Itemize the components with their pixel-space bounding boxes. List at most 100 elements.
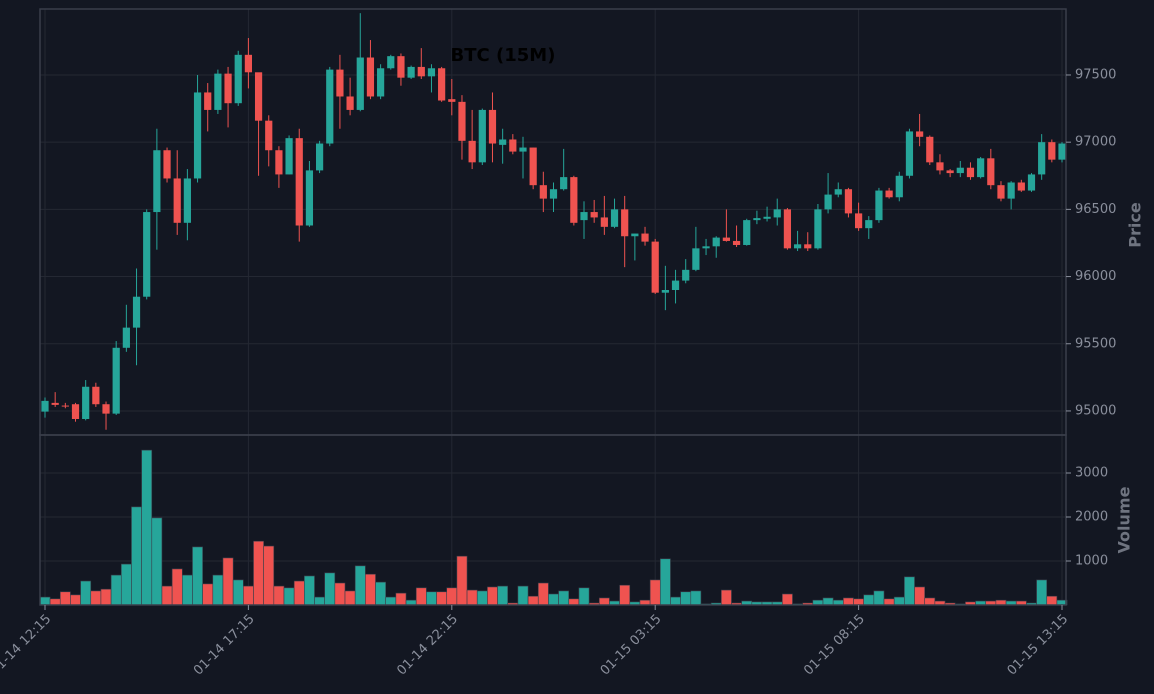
candle-body [51, 402, 59, 405]
candle-body [580, 212, 588, 221]
candle-body [427, 68, 436, 77]
volume-bar [283, 587, 295, 606]
volume-bar [49, 598, 61, 606]
candle-body [244, 54, 252, 73]
volume-bar [649, 579, 661, 606]
candle-body [326, 69, 334, 144]
volume-bar [59, 591, 71, 606]
candle-body [865, 220, 873, 229]
volume-bar [100, 588, 112, 606]
volume-bar [314, 596, 325, 606]
y-tick-label: 95500 [1075, 336, 1116, 351]
candle-body [783, 209, 792, 249]
candle-body [905, 131, 914, 176]
volume-tick-label: 1000 [1075, 554, 1108, 569]
candle-body [916, 131, 924, 137]
candle-body [946, 170, 954, 174]
volume-bar [924, 597, 936, 606]
volume-bar [192, 546, 203, 606]
candle-body [722, 237, 730, 241]
candle-body [997, 185, 1005, 199]
volume-bar [395, 592, 407, 606]
candle-body [773, 209, 781, 218]
volume-axis-label: Volume [1115, 486, 1134, 553]
candle-body [519, 147, 527, 152]
volume-bar [873, 590, 885, 606]
volume-bar [354, 565, 366, 606]
candle-body [102, 404, 110, 414]
volume-bar [497, 585, 509, 606]
volume-bar [415, 587, 427, 606]
volume-bar [893, 596, 905, 606]
candle-body [621, 209, 629, 237]
volume-bar [375, 581, 386, 606]
volume-bar [1046, 595, 1058, 606]
candle-body [1058, 143, 1066, 160]
y-tick-label: 96000 [1075, 269, 1116, 284]
candle-body [641, 233, 649, 242]
volume-bar [141, 449, 153, 606]
candle-body [132, 296, 141, 328]
candle-body [265, 120, 273, 151]
candle-body [356, 57, 364, 110]
candle-body [732, 240, 741, 245]
candle-body [417, 66, 425, 77]
volume-bar [202, 583, 214, 606]
volume-bar [456, 555, 468, 606]
volume-bar [212, 574, 224, 606]
y-tick-label: 97500 [1075, 67, 1116, 82]
candle-body [987, 158, 995, 186]
volume-bar [904, 576, 915, 606]
volume-bar [181, 574, 193, 606]
volume-bar [914, 586, 926, 606]
volume-bar [426, 591, 437, 606]
candle-body [315, 143, 324, 171]
candle-body [285, 138, 293, 175]
candle-body [438, 68, 446, 101]
candle-body [82, 386, 90, 420]
candle-body [1017, 182, 1025, 191]
volume-bar [385, 596, 397, 606]
candle-body [305, 170, 314, 226]
candle-body [966, 167, 975, 178]
volume-bar [263, 545, 275, 606]
volume-bar [680, 591, 692, 606]
candle-body [763, 216, 771, 219]
y-tick-label: 96500 [1075, 202, 1116, 217]
candle-body [509, 139, 517, 152]
candle-body [275, 150, 283, 175]
candle-body [895, 175, 903, 198]
candle-body [193, 92, 202, 179]
volume-bar [487, 586, 498, 606]
candle-body [834, 189, 842, 195]
volume-bar [334, 582, 346, 606]
candle-body [183, 178, 191, 223]
candle-body [61, 405, 69, 407]
candle-body [448, 99, 456, 102]
volume-bar [131, 506, 142, 606]
candle-body [295, 138, 303, 226]
candle-body [407, 66, 415, 78]
candle-body [743, 220, 751, 245]
candle-body [1048, 142, 1056, 160]
volume-bar [161, 585, 173, 606]
volume-bar [39, 596, 51, 606]
candle-body [143, 212, 151, 297]
volume-bar [659, 558, 671, 606]
candle-body [92, 386, 100, 405]
volume-bar [843, 597, 854, 606]
volume-bar [578, 587, 590, 606]
volume-bar [222, 557, 234, 606]
volume-bar [80, 580, 92, 606]
volume-bar [558, 590, 570, 606]
candle-body [254, 72, 263, 121]
candle-body [346, 96, 354, 110]
volume-bar [568, 598, 580, 606]
candle-body [387, 56, 395, 69]
volume-bar [304, 575, 315, 606]
volume-bar [619, 584, 631, 606]
volume-bar [782, 593, 793, 606]
candle-body [336, 69, 344, 97]
candle-body [651, 241, 659, 293]
